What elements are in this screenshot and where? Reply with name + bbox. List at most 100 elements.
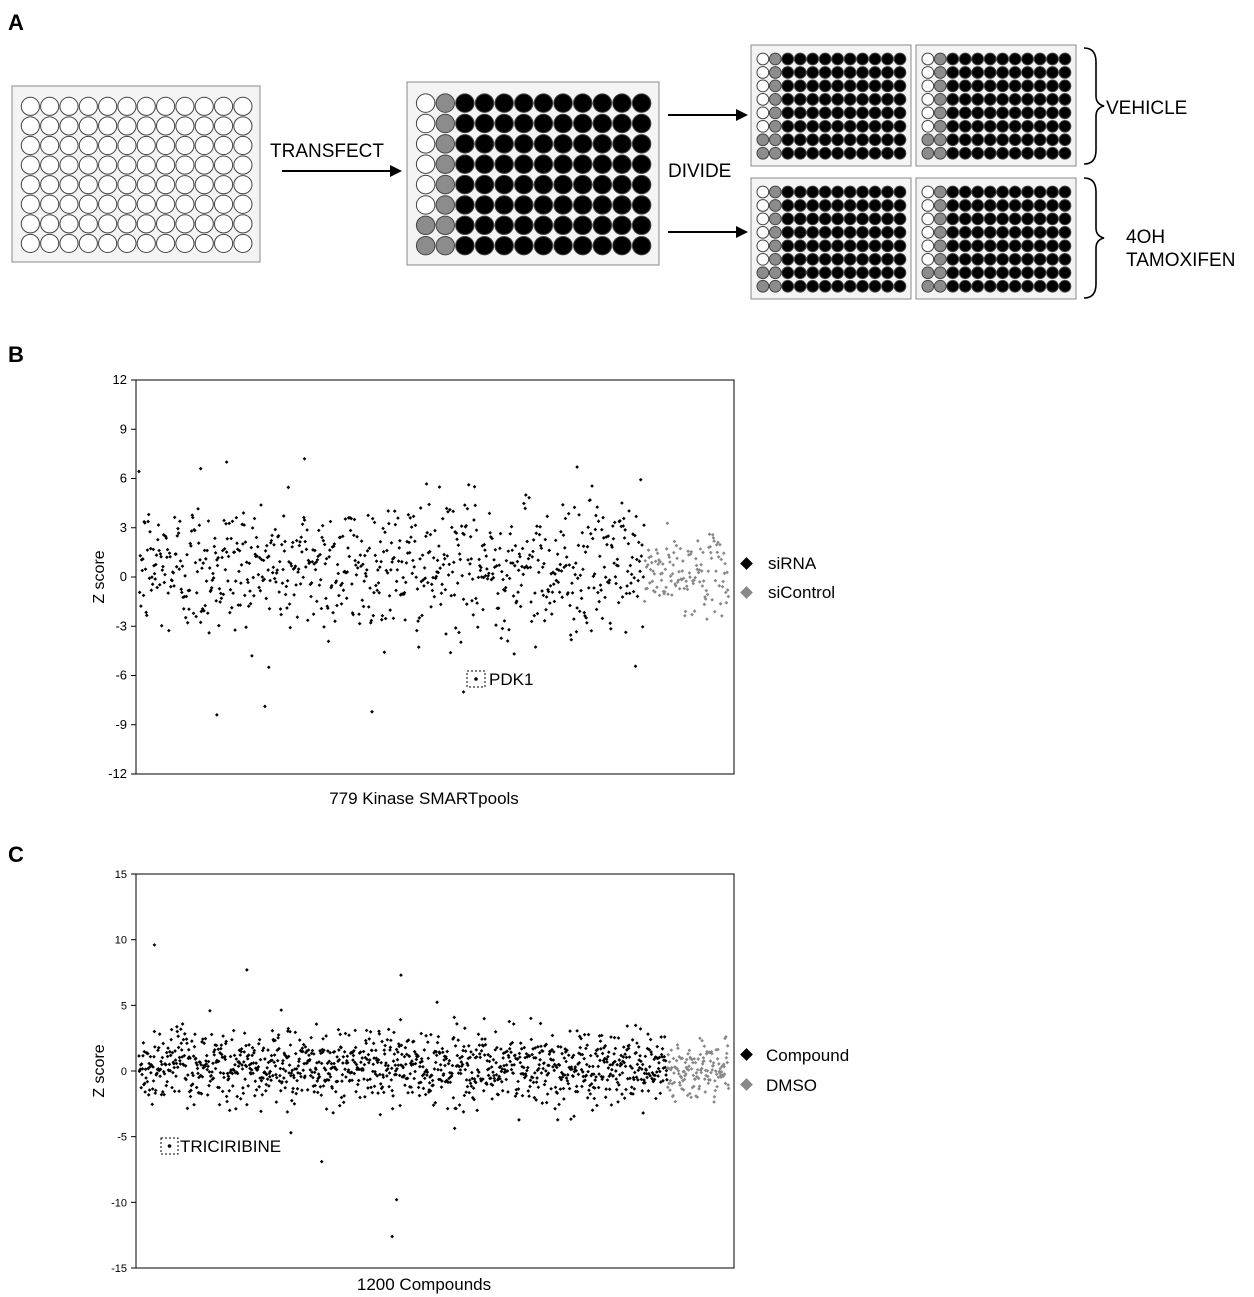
- data-point-compound: [230, 1071, 235, 1076]
- data-point-dmso: [676, 1068, 681, 1073]
- panel-letter-b: B: [8, 342, 24, 367]
- data-point-compound: [525, 1065, 530, 1070]
- data-point-sirna: [242, 593, 247, 598]
- data-point-compound: [512, 1063, 516, 1067]
- well: [1033, 279, 1047, 293]
- data-point-sirna: [270, 533, 274, 538]
- data-point-sirna: [533, 591, 537, 595]
- well: [818, 266, 832, 280]
- data-point-sirna: [512, 563, 517, 568]
- data-point-sirna: [470, 577, 475, 581]
- data-point-sirna: [467, 572, 472, 576]
- data-point-sirna: [628, 563, 633, 568]
- data-point-sirna: [198, 620, 203, 625]
- data-point-sirna: [475, 601, 480, 605]
- data-point-sirna: [425, 580, 430, 585]
- data-point-compound: [428, 1089, 433, 1093]
- data-point-compound: [658, 1069, 662, 1074]
- well: [98, 96, 118, 116]
- data-point-compound: [413, 1069, 417, 1074]
- data-point-compound: [482, 1016, 487, 1021]
- data-point-sirna: [184, 594, 189, 599]
- data-point-sirna: [292, 593, 296, 597]
- data-point-compound: [540, 1101, 545, 1105]
- data-point-sirna: [263, 704, 267, 709]
- data-point-compound: [334, 1067, 339, 1072]
- outlier-point-sirna: [575, 465, 579, 469]
- data-point-compound: [525, 1068, 529, 1073]
- data-point-compound: [427, 1081, 432, 1085]
- well: [831, 93, 844, 106]
- data-point-sirna: [387, 521, 391, 526]
- data-point-sicontrol: [694, 556, 698, 561]
- data-point-sicontrol: [646, 562, 650, 567]
- well: [831, 226, 844, 239]
- well: [856, 266, 869, 280]
- data-point-compound: [564, 1076, 569, 1080]
- well: [194, 96, 214, 116]
- data-point-dmso: [696, 1076, 701, 1081]
- data-point-compound: [636, 1068, 641, 1073]
- well: [631, 154, 652, 174]
- well: [843, 106, 857, 120]
- well: [592, 154, 613, 174]
- data-point-dmso: [687, 1048, 692, 1053]
- data-point-compound: [269, 1053, 274, 1058]
- data-point-sicontrol: [676, 578, 681, 583]
- data-point-compound: [192, 1102, 196, 1107]
- data-point-compound: [546, 1071, 551, 1076]
- data-point-compound: [478, 1055, 483, 1060]
- data-point-compound: [213, 1066, 218, 1071]
- well: [533, 154, 554, 174]
- data-point-compound: [333, 1089, 338, 1094]
- well: [818, 79, 832, 93]
- data-point-sirna: [256, 572, 261, 577]
- well: [194, 233, 214, 253]
- data-point-compound: [238, 1053, 243, 1057]
- data-point-sirna: [157, 582, 162, 587]
- data-point-compound: [569, 1065, 574, 1069]
- data-point-compound: [370, 1090, 375, 1095]
- data-point-sirna: [588, 498, 592, 502]
- data-point-compound: [153, 1045, 157, 1049]
- well: [868, 52, 882, 66]
- well: [233, 214, 253, 234]
- well: [921, 106, 935, 120]
- data-point-compound: [270, 1058, 274, 1063]
- data-point-compound: [411, 1039, 416, 1044]
- data-point-sirna: [483, 548, 487, 552]
- data-point-sirna: [266, 568, 271, 572]
- data-point-sirna: [627, 591, 632, 596]
- outlier-point-sirna: [461, 690, 466, 694]
- well: [455, 93, 475, 113]
- data-point-compound: [179, 1048, 184, 1052]
- data-point-compound: [532, 1095, 537, 1100]
- data-point-sicontrol: [646, 548, 651, 552]
- data-point-compound: [622, 1096, 627, 1101]
- data-point-sicontrol: [716, 555, 721, 559]
- data-point-compound: [230, 1037, 234, 1042]
- data-point-compound: [175, 1029, 180, 1034]
- well: [78, 214, 98, 234]
- data-point-compound: [225, 1099, 229, 1104]
- data-point-compound: [654, 1096, 658, 1101]
- data-point-compound: [458, 1068, 463, 1072]
- data-point-sirna: [425, 530, 430, 535]
- data-point-compound: [287, 1063, 292, 1067]
- data-point-sirna: [441, 562, 446, 567]
- data-point-sirna: [393, 522, 398, 527]
- plate-vehicle-1: [750, 44, 912, 167]
- data-point-compound: [538, 1057, 542, 1062]
- well: [856, 279, 869, 293]
- data-point-compound: [448, 1080, 453, 1085]
- well: [793, 133, 807, 147]
- data-point-compound: [139, 1085, 144, 1090]
- well: [1046, 106, 1059, 120]
- well: [996, 79, 1009, 93]
- well: [996, 199, 1009, 212]
- data-point-sirna: [287, 602, 292, 606]
- data-point-dmso: [693, 1077, 697, 1082]
- well: [818, 226, 832, 239]
- data-point-compound: [275, 1058, 280, 1063]
